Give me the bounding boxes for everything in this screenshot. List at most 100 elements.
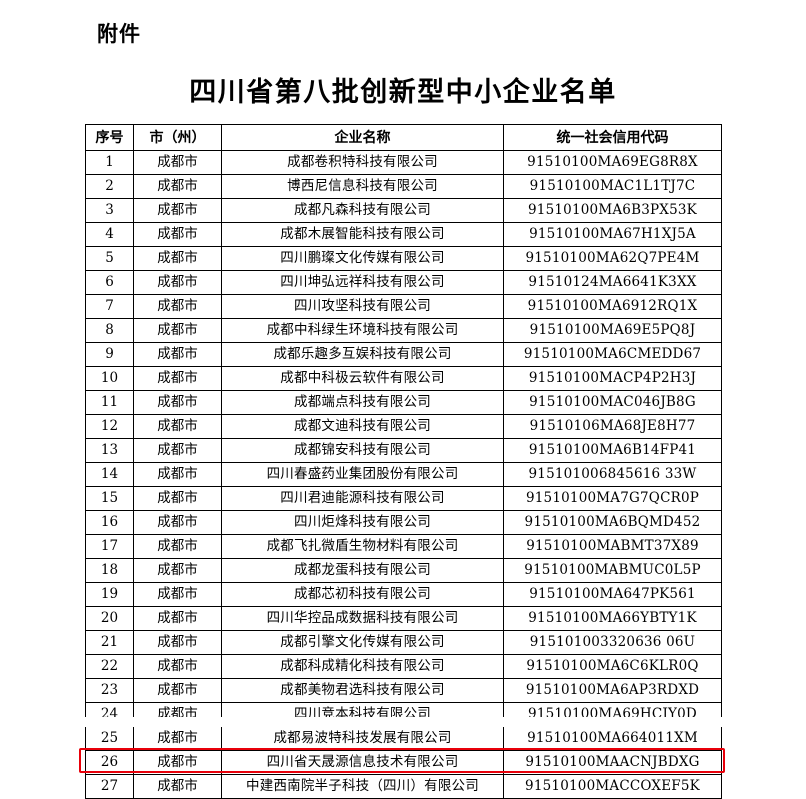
table-header-row: 序号 市（州） 企业名称 统一社会信用代码: [85, 124, 722, 151]
cell-city: 成都市: [133, 438, 222, 463]
cell-index: 15: [85, 486, 134, 511]
cell-city: 成都市: [133, 222, 222, 247]
cell-credit-code: 91510100MABMUC0L5P: [503, 558, 722, 583]
cell-index: 12: [85, 414, 134, 439]
table-row: 12 成都市 成都文迪科技有限公司 91510106MA68JE8H77: [85, 414, 722, 439]
cell-city: 成都市: [133, 246, 222, 271]
cell-city: 成都市: [133, 462, 222, 487]
column-header-credit-code: 统一社会信用代码: [503, 124, 722, 151]
table-row: 22 成都市 成都科成精化科技有限公司 91510100MA6C6KLR0Q: [85, 654, 722, 679]
cell-company-name: 成都芯初科技有限公司: [221, 582, 504, 607]
cell-company-name: 成都美物君选科技有限公司: [221, 678, 504, 703]
cell-credit-code: 91510100MA67H1XJ5A: [503, 222, 722, 247]
cell-company-name: 四川君迪能源科技有限公司: [221, 486, 504, 511]
cell-credit-code: 91510100MA6B3PX53K: [503, 198, 722, 223]
cell-company-name: 成都中科绿生环境科技有限公司: [221, 318, 504, 343]
table-row: 14 成都市 四川春盛药业集团股份有限公司 915101006845616 33W: [85, 462, 722, 487]
cell-company-name: 成都中科极云软件有限公司: [221, 366, 504, 391]
table-row: 18 成都市 成都龙蛋科技有限公司 91510100MABMUC0L5P: [85, 558, 722, 583]
table-row: 7 成都市 四川攻坚科技有限公司 91510100MA6912RQ1X: [85, 294, 722, 319]
cell-credit-code: 91510100MA664011XM: [503, 726, 722, 751]
company-list-table: 序号 市（州） 企业名称 统一社会信用代码 1 成都市 成都卷积特科技有限公司 915…: [85, 124, 722, 799]
cell-credit-code: 91510100MA69E5PQ8J: [503, 318, 722, 343]
table-row: 16 成都市 四川炬烽科技有限公司 91510100MA6BQMD452: [85, 510, 722, 535]
cell-company-name: 中建西南院半子科技（四川）有限公司: [221, 774, 504, 799]
cell-index: 25: [85, 726, 134, 751]
cell-credit-code: 91510100MACCOXEF5K: [503, 774, 722, 799]
cell-company-name: 成都科成精化科技有限公司: [221, 654, 504, 679]
cell-city: 成都市: [133, 678, 222, 703]
table-row: 4 成都市 成都木展智能科技有限公司 91510100MA67H1XJ5A: [85, 222, 722, 247]
cell-index: 17: [85, 534, 134, 559]
table-row: 10 成都市 成都中科极云软件有限公司 91510100MACP4P2H3J: [85, 366, 722, 391]
cell-company-name: 成都飞扎微盾生物材料有限公司: [221, 534, 504, 559]
cell-company-name: 成都端点科技有限公司: [221, 390, 504, 415]
cell-credit-code: 915101006845616 33W: [503, 462, 722, 487]
cell-index: 8: [85, 318, 134, 343]
table-row: 20 成都市 四川华控品成数据科技有限公司 91510100MA66YBTY1K: [85, 606, 722, 631]
cell-city: 成都市: [133, 750, 222, 775]
cell-company-name: 四川春盛药业集团股份有限公司: [221, 462, 504, 487]
column-header-company-name: 企业名称: [221, 124, 504, 151]
cell-index: 27: [85, 774, 134, 799]
cell-company-name: 成都卷积特科技有限公司: [221, 150, 504, 175]
cell-credit-code: 91510100MA6C6KLR0Q: [503, 654, 722, 679]
page-title: 四川省第八批创新型中小企业名单: [189, 77, 617, 108]
table-row: 1 成都市 成都卷积特科技有限公司 91510100MA69EG8R8X: [85, 150, 722, 175]
cell-company-name: 四川华控品成数据科技有限公司: [221, 606, 504, 631]
cell-index: 26: [85, 750, 134, 775]
table-row: 2 成都市 博西尼信息科技有限公司 91510100MAC1L1TJ7C: [85, 174, 722, 199]
cell-index: 22: [85, 654, 134, 679]
cell-index: 11: [85, 390, 134, 415]
table-row: 15 成都市 四川君迪能源科技有限公司 91510100MA7G7QCR0P: [85, 486, 722, 511]
cell-credit-code: 91510100MA6CMEDD67: [503, 342, 722, 367]
cell-city: 成都市: [133, 654, 222, 679]
cell-credit-code: 91510124MA6641K3XX: [503, 270, 722, 295]
cell-city: 成都市: [133, 342, 222, 367]
document-page: 附件 四川省第八批创新型中小企业名单 序号 市（州） 企业名称 统一社会信用代码…: [0, 21, 806, 799]
table-row: 19 成都市 成都芯初科技有限公司 91510100MA647PK561: [85, 582, 722, 607]
cell-city: 成都市: [133, 630, 222, 655]
cell-credit-code: 91510100MA647PK561: [503, 582, 722, 607]
cell-credit-code: 91510100MAC1L1TJ7C: [503, 174, 722, 199]
column-header-index: 序号: [85, 124, 134, 151]
cell-credit-code: 91510100MA6912RQ1X: [503, 294, 722, 319]
table-row: 9 成都市 成都乐趣多互娱科技有限公司 91510100MA6CMEDD67: [85, 342, 722, 367]
cell-company-name: 成都龙蛋科技有限公司: [221, 558, 504, 583]
cell-company-name: 成都易波特科技发展有限公司: [221, 726, 504, 751]
cell-company-name: 四川省天晟源信息技术有限公司: [221, 750, 504, 775]
table-row: 17 成都市 成都飞扎微盾生物材料有限公司 91510100MABMT37X89: [85, 534, 722, 559]
cell-index: 16: [85, 510, 134, 535]
cell-index: 10: [85, 366, 134, 391]
company-list-table-wrapper: 序号 市（州） 企业名称 统一社会信用代码 1 成都市 成都卷积特科技有限公司 915…: [85, 124, 722, 799]
page-bottom-edge: [0, 717, 806, 727]
cell-index: 20: [85, 606, 134, 631]
cell-credit-code: 91510100MABMT37X89: [503, 534, 722, 559]
cell-index: 3: [85, 198, 134, 223]
cell-city: 成都市: [133, 390, 222, 415]
cell-credit-code: 91510100MA62Q7PE4M: [503, 246, 722, 271]
cell-index: 9: [85, 342, 134, 367]
cell-city: 成都市: [133, 582, 222, 607]
cell-city: 成都市: [133, 318, 222, 343]
cell-city: 成都市: [133, 726, 222, 751]
cell-city: 成都市: [133, 366, 222, 391]
table-row: 25 成都市 成都易波特科技发展有限公司 91510100MA664011XM: [85, 726, 722, 751]
table-row: 11 成都市 成都端点科技有限公司 91510100MAC046JB8G: [85, 390, 722, 415]
cell-city: 成都市: [133, 774, 222, 799]
cell-city: 成都市: [133, 414, 222, 439]
cell-credit-code: 91510100MAC046JB8G: [503, 390, 722, 415]
cell-index: 18: [85, 558, 134, 583]
table-row: 5 成都市 四川鹏璨文化传媒有限公司 91510100MA62Q7PE4M: [85, 246, 722, 271]
cell-city: 成都市: [133, 486, 222, 511]
column-header-city: 市（州）: [133, 124, 222, 151]
cell-index: 2: [85, 174, 134, 199]
cell-company-name: 博西尼信息科技有限公司: [221, 174, 504, 199]
cell-credit-code: 91510100MA7G7QCR0P: [503, 486, 722, 511]
table-row: 21 成都市 成都引擎文化传媒有限公司 915101003320636 06U: [85, 630, 722, 655]
cell-city: 成都市: [133, 294, 222, 319]
cell-company-name: 成都凡森科技有限公司: [221, 198, 504, 223]
cell-credit-code: 91510100MACP4P2H3J: [503, 366, 722, 391]
cell-city: 成都市: [133, 270, 222, 295]
cell-index: 4: [85, 222, 134, 247]
